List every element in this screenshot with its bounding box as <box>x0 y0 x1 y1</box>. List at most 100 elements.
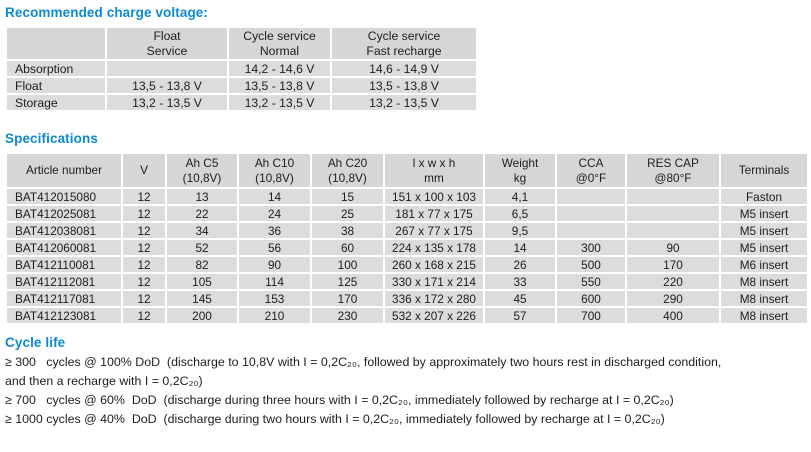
table-cell: M5 insert <box>719 204 809 223</box>
cycle-life-line: ≥ 700 cycles @ 60% DoD (discharge during… <box>5 393 674 407</box>
table-cell <box>555 204 627 223</box>
table-cell: 13,2 - 13,5 V <box>105 93 229 112</box>
table-cell: 700 <box>555 306 627 325</box>
table-cell: 82 <box>165 255 239 274</box>
table-cell: 600 <box>555 289 627 308</box>
table-cell: 550 <box>555 272 627 291</box>
table-cell: 532 x 207 x 226 <box>383 306 485 325</box>
table-cell <box>555 221 627 240</box>
table-cell: M6 insert <box>719 255 809 274</box>
table-row: BAT412025081 12 22 24 25 181 x 77 x 175 6,5 M5 … <box>5 204 809 223</box>
table-cell: M8 insert <box>719 289 809 308</box>
table-cell: 220 <box>625 272 721 291</box>
cycle-life-text: ≥ 300 cycles @ 100% DoD (discharge to 10… <box>5 353 806 429</box>
table-cell: 500 <box>555 255 627 274</box>
table-cell: 12 <box>121 272 167 291</box>
table-cell: 90 <box>625 238 721 257</box>
table-cell: 13,5 - 13,8 V <box>330 76 478 95</box>
table-cell: M8 insert <box>719 306 809 325</box>
table-row: Storage 13,2 - 13,5 V 13,2 - 13,5 V 13,2 - … <box>5 93 478 112</box>
table-cell: Storage <box>5 93 107 112</box>
table-cell: 224 x 135 x 178 <box>383 238 485 257</box>
table-cell: 12 <box>121 221 167 240</box>
table-cell: BAT412015080 <box>5 187 123 206</box>
column-header: Cycle service Fast recharge <box>330 26 478 61</box>
table-cell: 210 <box>237 306 312 325</box>
table-cell: 33 <box>483 272 557 291</box>
table-cell: 14,2 - 14,6 V <box>227 59 332 78</box>
table-cell: 13,5 - 13,8 V <box>227 76 332 95</box>
table-cell: 60 <box>310 238 385 257</box>
table-cell: 290 <box>625 289 721 308</box>
table-cell: 12 <box>121 255 167 274</box>
table-cell: 22 <box>165 204 239 223</box>
column-header: V <box>121 152 167 189</box>
table-cell: BAT412112081 <box>5 272 123 291</box>
table-cell: 15 <box>310 187 385 206</box>
column-header: Cycle service Normal <box>227 26 332 61</box>
table-cell: 145 <box>165 289 239 308</box>
table-cell: 181 x 77 x 175 <box>383 204 485 223</box>
table-cell: 14 <box>237 187 312 206</box>
table-cell: 13,5 - 13,8 V <box>105 76 229 95</box>
table-cell: 260 x 168 x 215 <box>383 255 485 274</box>
table-cell: 90 <box>237 255 312 274</box>
table-cell: BAT412025081 <box>5 204 123 223</box>
column-header: Terminals <box>719 152 809 189</box>
table-cell: 6,5 <box>483 204 557 223</box>
table-cell: 12 <box>121 306 167 325</box>
table-row: Float 13,5 - 13,8 V 13,5 - 13,8 V 13,5 - 13… <box>5 76 478 95</box>
table-cell: 153 <box>237 289 312 308</box>
table-cell <box>625 187 721 206</box>
table-row: BAT412112081 12 105 114 125 330 x 171 x 214 33… <box>5 272 809 291</box>
column-header: RES CAP @80°F <box>625 152 721 189</box>
table-cell: BAT412110081 <box>5 255 123 274</box>
specifications-heading: Specifications <box>5 131 98 146</box>
table-cell: 267 x 77 x 175 <box>383 221 485 240</box>
cycle-life-heading: Cycle life <box>5 335 66 350</box>
table-cell: Float <box>5 76 107 95</box>
table-row: BAT412015080 12 13 14 15 151 x 100 x 103 4,1 Fa… <box>5 187 809 206</box>
table-row: BAT412038081 12 34 36 38 267 x 77 x 175 9,5 M5 … <box>5 221 809 240</box>
table-cell: 56 <box>237 238 312 257</box>
table-row: Absorption 14,2 - 14,6 V 14,6 - 14,9 V <box>5 59 478 78</box>
table-cell: 26 <box>483 255 557 274</box>
column-header: Ah C20 (10,8V) <box>310 152 385 189</box>
table-cell: Faston <box>719 187 809 206</box>
cycle-life-line: ≥ 1000 cycles @ 40% DoD (discharge durin… <box>5 412 665 426</box>
table-cell: 125 <box>310 272 385 291</box>
specifications-table: Article number V Ah C5 (10,8V) Ah C10 (10,8… <box>5 152 809 325</box>
table-cell: 36 <box>237 221 312 240</box>
table-cell <box>625 204 721 223</box>
table-cell: 9,5 <box>483 221 557 240</box>
table-cell: 151 x 100 x 103 <box>383 187 485 206</box>
table-cell <box>625 221 721 240</box>
table-cell: 400 <box>625 306 721 325</box>
charge-voltage-heading: Recommended charge voltage: <box>5 5 209 20</box>
table-cell: 57 <box>483 306 557 325</box>
column-header: CCA @0°F <box>555 152 627 189</box>
column-header: Ah C10 (10,8V) <box>237 152 312 189</box>
cycle-life-line: and then a recharge with I = 0,2C₂₀) <box>5 374 203 388</box>
table-cell: 45 <box>483 289 557 308</box>
charge-voltage-table: Float Service Cycle service Normal Cycle s… <box>5 26 478 112</box>
table-cell: M8 insert <box>719 272 809 291</box>
table-cell: 105 <box>165 272 239 291</box>
table-cell: 14 <box>483 238 557 257</box>
table-cell: 13 <box>165 187 239 206</box>
column-header: Float Service <box>105 26 229 61</box>
table-cell: M5 insert <box>719 238 809 257</box>
table-cell <box>555 187 627 206</box>
table-cell: 170 <box>625 255 721 274</box>
table-row: BAT412060081 12 52 56 60 224 x 135 x 178 14 300… <box>5 238 809 257</box>
column-header: l x w x h mm <box>383 152 485 189</box>
table-header-row: Float Service Cycle service Normal Cycle s… <box>5 26 478 61</box>
table-cell: 12 <box>121 187 167 206</box>
table-cell: 13,2 - 13,5 V <box>227 93 332 112</box>
table-cell: 12 <box>121 238 167 257</box>
table-cell: 200 <box>165 306 239 325</box>
table-cell: Absorption <box>5 59 107 78</box>
table-cell: BAT412117081 <box>5 289 123 308</box>
table-cell: 12 <box>121 204 167 223</box>
table-cell: 230 <box>310 306 385 325</box>
